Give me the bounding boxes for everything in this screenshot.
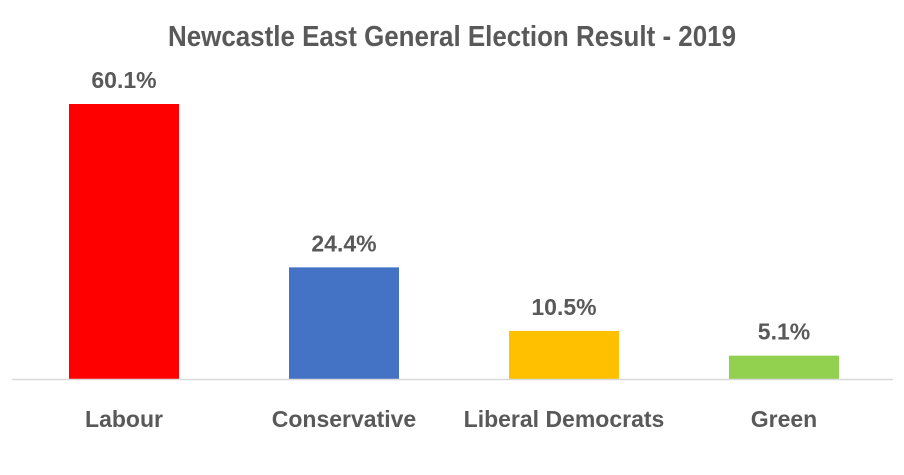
category-label: Conservative	[272, 406, 416, 432]
data-label: 5.1%	[758, 319, 810, 345]
bar-labour	[69, 104, 179, 379]
data-label: 10.5%	[531, 294, 596, 320]
category-label: Labour	[85, 406, 163, 432]
chart-title: Newcastle East General Election Result -…	[168, 21, 736, 53]
bar-green	[729, 355, 839, 379]
data-label: 60.1%	[91, 67, 156, 93]
bar-liberal-democrats	[509, 330, 619, 379]
category-label: Green	[751, 406, 817, 432]
data-label: 24.4%	[311, 230, 376, 256]
bar-conservative	[289, 267, 399, 379]
category-label: Liberal Democrats	[464, 406, 665, 432]
